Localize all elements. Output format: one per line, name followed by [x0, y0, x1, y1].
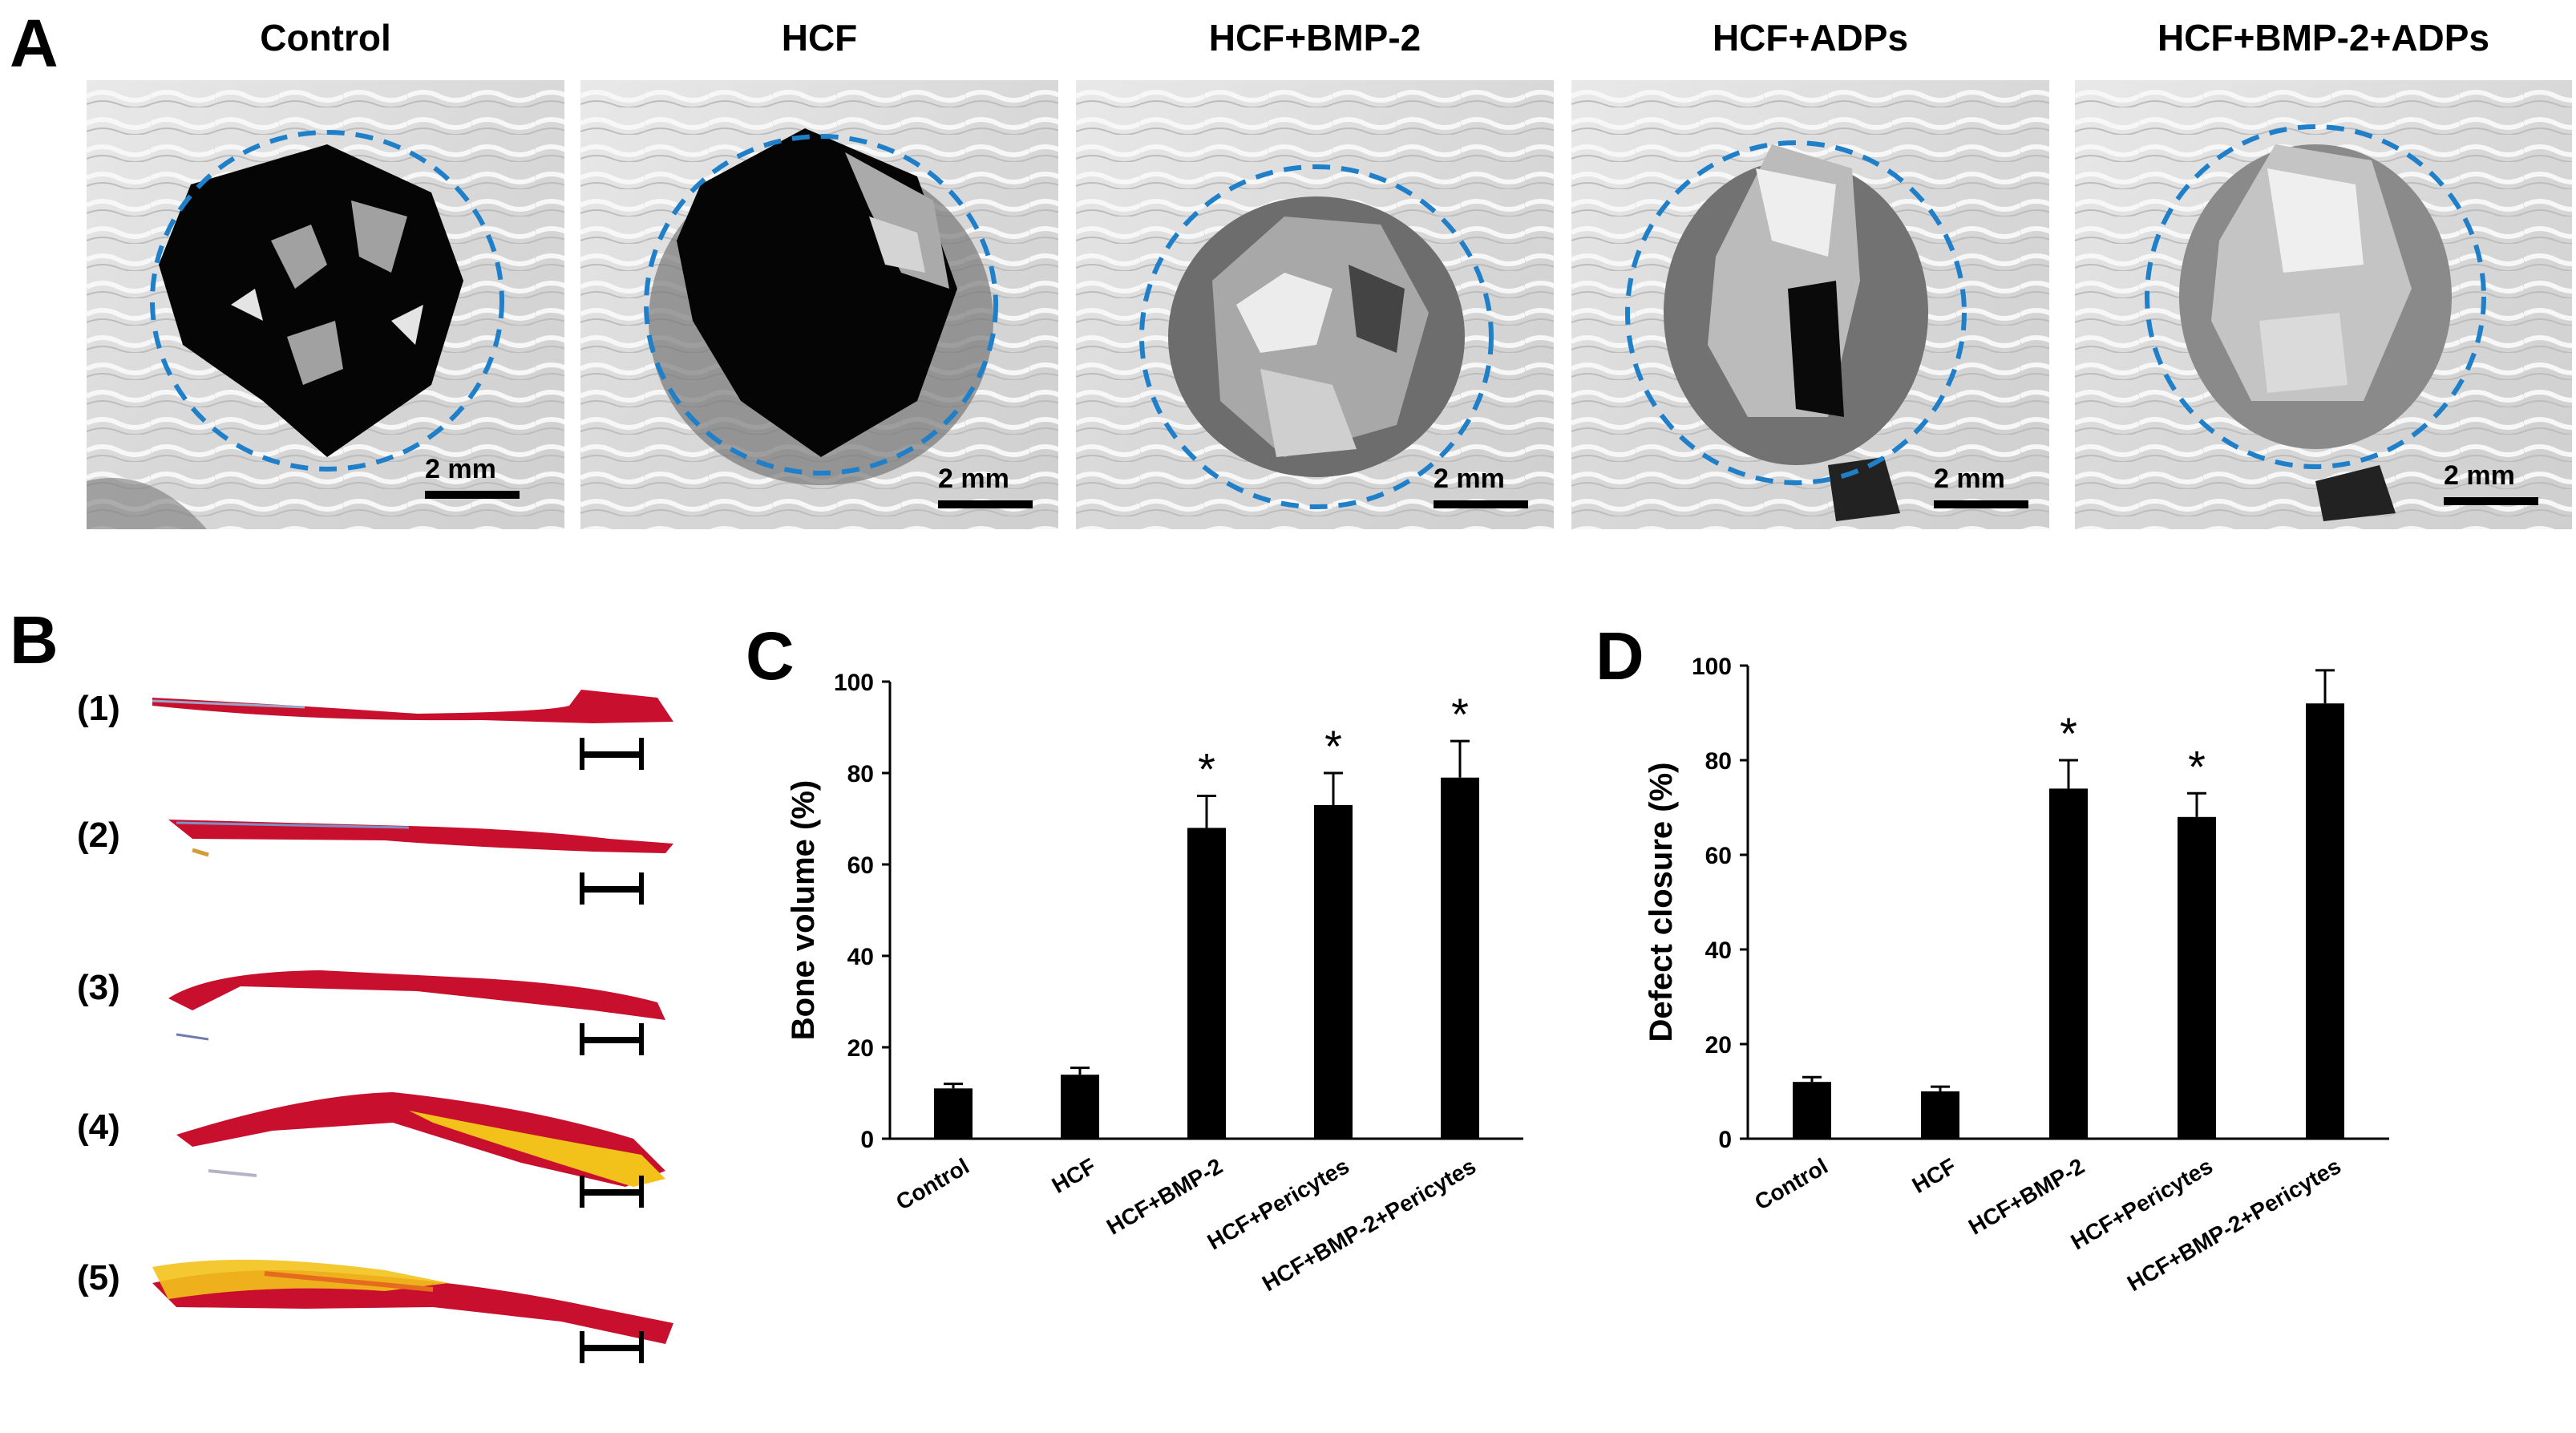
section-label-4: (4) [77, 1107, 120, 1147]
histology-sections [144, 674, 722, 1415]
micro-ct-title-hcf-bmp2-adps: HCF+BMP-2+ADPs [2157, 17, 2490, 59]
category-label: HCF+BMP-2+Pericytes [2123, 1153, 2345, 1296]
micro-ct-image-control [87, 80, 564, 529]
significance-marker: * [2060, 708, 2077, 759]
y-tick-label: 60 [847, 852, 874, 879]
y-tick-label: 0 [1718, 1127, 1732, 1153]
scale-label-hcf-adps: 2 mm [1934, 463, 2005, 494]
micro-ct-image-hcf [580, 80, 1058, 529]
panel-c-letter: C [746, 618, 795, 694]
bar [934, 1088, 973, 1139]
histology-section-5 [152, 1259, 673, 1344]
micro-ct-title-control: Control [260, 17, 391, 59]
category-label: HCF+BMP-2+Pericytes [1258, 1153, 1480, 1296]
y-axis-title: Bone volume (%) [786, 780, 821, 1040]
y-tick-label: 100 [834, 670, 874, 696]
significance-marker: * [2188, 741, 2206, 791]
scale-bar-hcf-bmp2-adps [2444, 497, 2538, 505]
bar [1314, 804, 1353, 1139]
micro-ct-title-hcf-bmp2: HCF+BMP-2 [1208, 17, 1421, 59]
scale-bar-hcf-bmp2 [1434, 500, 1528, 508]
y-tick-label: 20 [1705, 1032, 1732, 1059]
panel-d-letter: D [1595, 618, 1644, 694]
bar [1441, 777, 1479, 1139]
significance-marker: * [1451, 689, 1469, 739]
bone-volume-chart: 0 20 40 60 80 100 Bone volume (%) Control HCF * HC… [770, 650, 1571, 1423]
bar [1921, 1091, 1959, 1139]
section-label-3: (3) [77, 968, 120, 1007]
histology-section-2 [168, 820, 673, 857]
y-tick-label: 0 [860, 1127, 874, 1153]
y-tick-label: 100 [1692, 654, 1732, 680]
y-axis-title: Defect closure (%) [1644, 763, 1679, 1042]
y-tick-label: 80 [1705, 748, 1732, 775]
significance-marker: * [2316, 650, 2334, 669]
category-label: HCF+BMP-2 [1102, 1153, 1227, 1239]
y-tick-label: 20 [847, 1035, 874, 1062]
bar [2049, 788, 2088, 1139]
bar [1061, 1075, 1099, 1139]
scale-label-hcf: 2 mm [938, 463, 1009, 494]
micro-ct-image-hcf-bmp2-adps [2075, 80, 2572, 529]
histology-section-1 [152, 690, 673, 723]
scale-label-control: 2 mm [425, 454, 496, 484]
y-tick-label: 40 [1705, 937, 1732, 964]
section-label-2: (2) [77, 816, 120, 855]
significance-marker: * [1324, 721, 1342, 771]
micro-ct-image-hcf-bmp2 [1076, 80, 1554, 529]
defect-closure-chart: 0 20 40 60 80 100 Defect closure (%) Control HCF… [1628, 618, 2429, 1423]
bar [2306, 703, 2344, 1139]
scale-bar-hcf [938, 500, 1033, 508]
scale-bar-control [425, 491, 520, 499]
bar [1187, 828, 1226, 1139]
bar [1793, 1082, 1831, 1139]
category-label: Control [1750, 1153, 1832, 1215]
panel-a-letter: A [10, 6, 59, 81]
y-tick-label: 40 [847, 944, 874, 970]
scale-label-hcf-bmp2: 2 mm [1434, 463, 1505, 494]
category-label: HCF+BMP-2 [1964, 1153, 2089, 1239]
category-label: HCF [1908, 1153, 1960, 1198]
y-tick-label: 80 [847, 761, 874, 787]
section-label-5: (5) [77, 1258, 120, 1297]
histology-section-3 [168, 970, 665, 1041]
category-label: Control [892, 1153, 973, 1215]
histology-section-4 [176, 1092, 665, 1187]
scale-label-hcf-bmp2-adps: 2 mm [2444, 460, 2515, 491]
significance-marker: * [1198, 744, 1215, 795]
section-label-1: (1) [77, 689, 120, 728]
category-label: HCF [1048, 1153, 1100, 1198]
scale-bar-hcf-adps [1934, 500, 2028, 508]
micro-ct-title-hcf-adps: HCF+ADPs [1712, 17, 1909, 59]
micro-ct-image-hcf-adps [1571, 80, 2049, 529]
bar [2178, 816, 2216, 1139]
y-tick-label: 60 [1705, 843, 1732, 869]
micro-ct-title-hcf: HCF [781, 17, 858, 59]
panel-b-letter: B [10, 602, 59, 678]
